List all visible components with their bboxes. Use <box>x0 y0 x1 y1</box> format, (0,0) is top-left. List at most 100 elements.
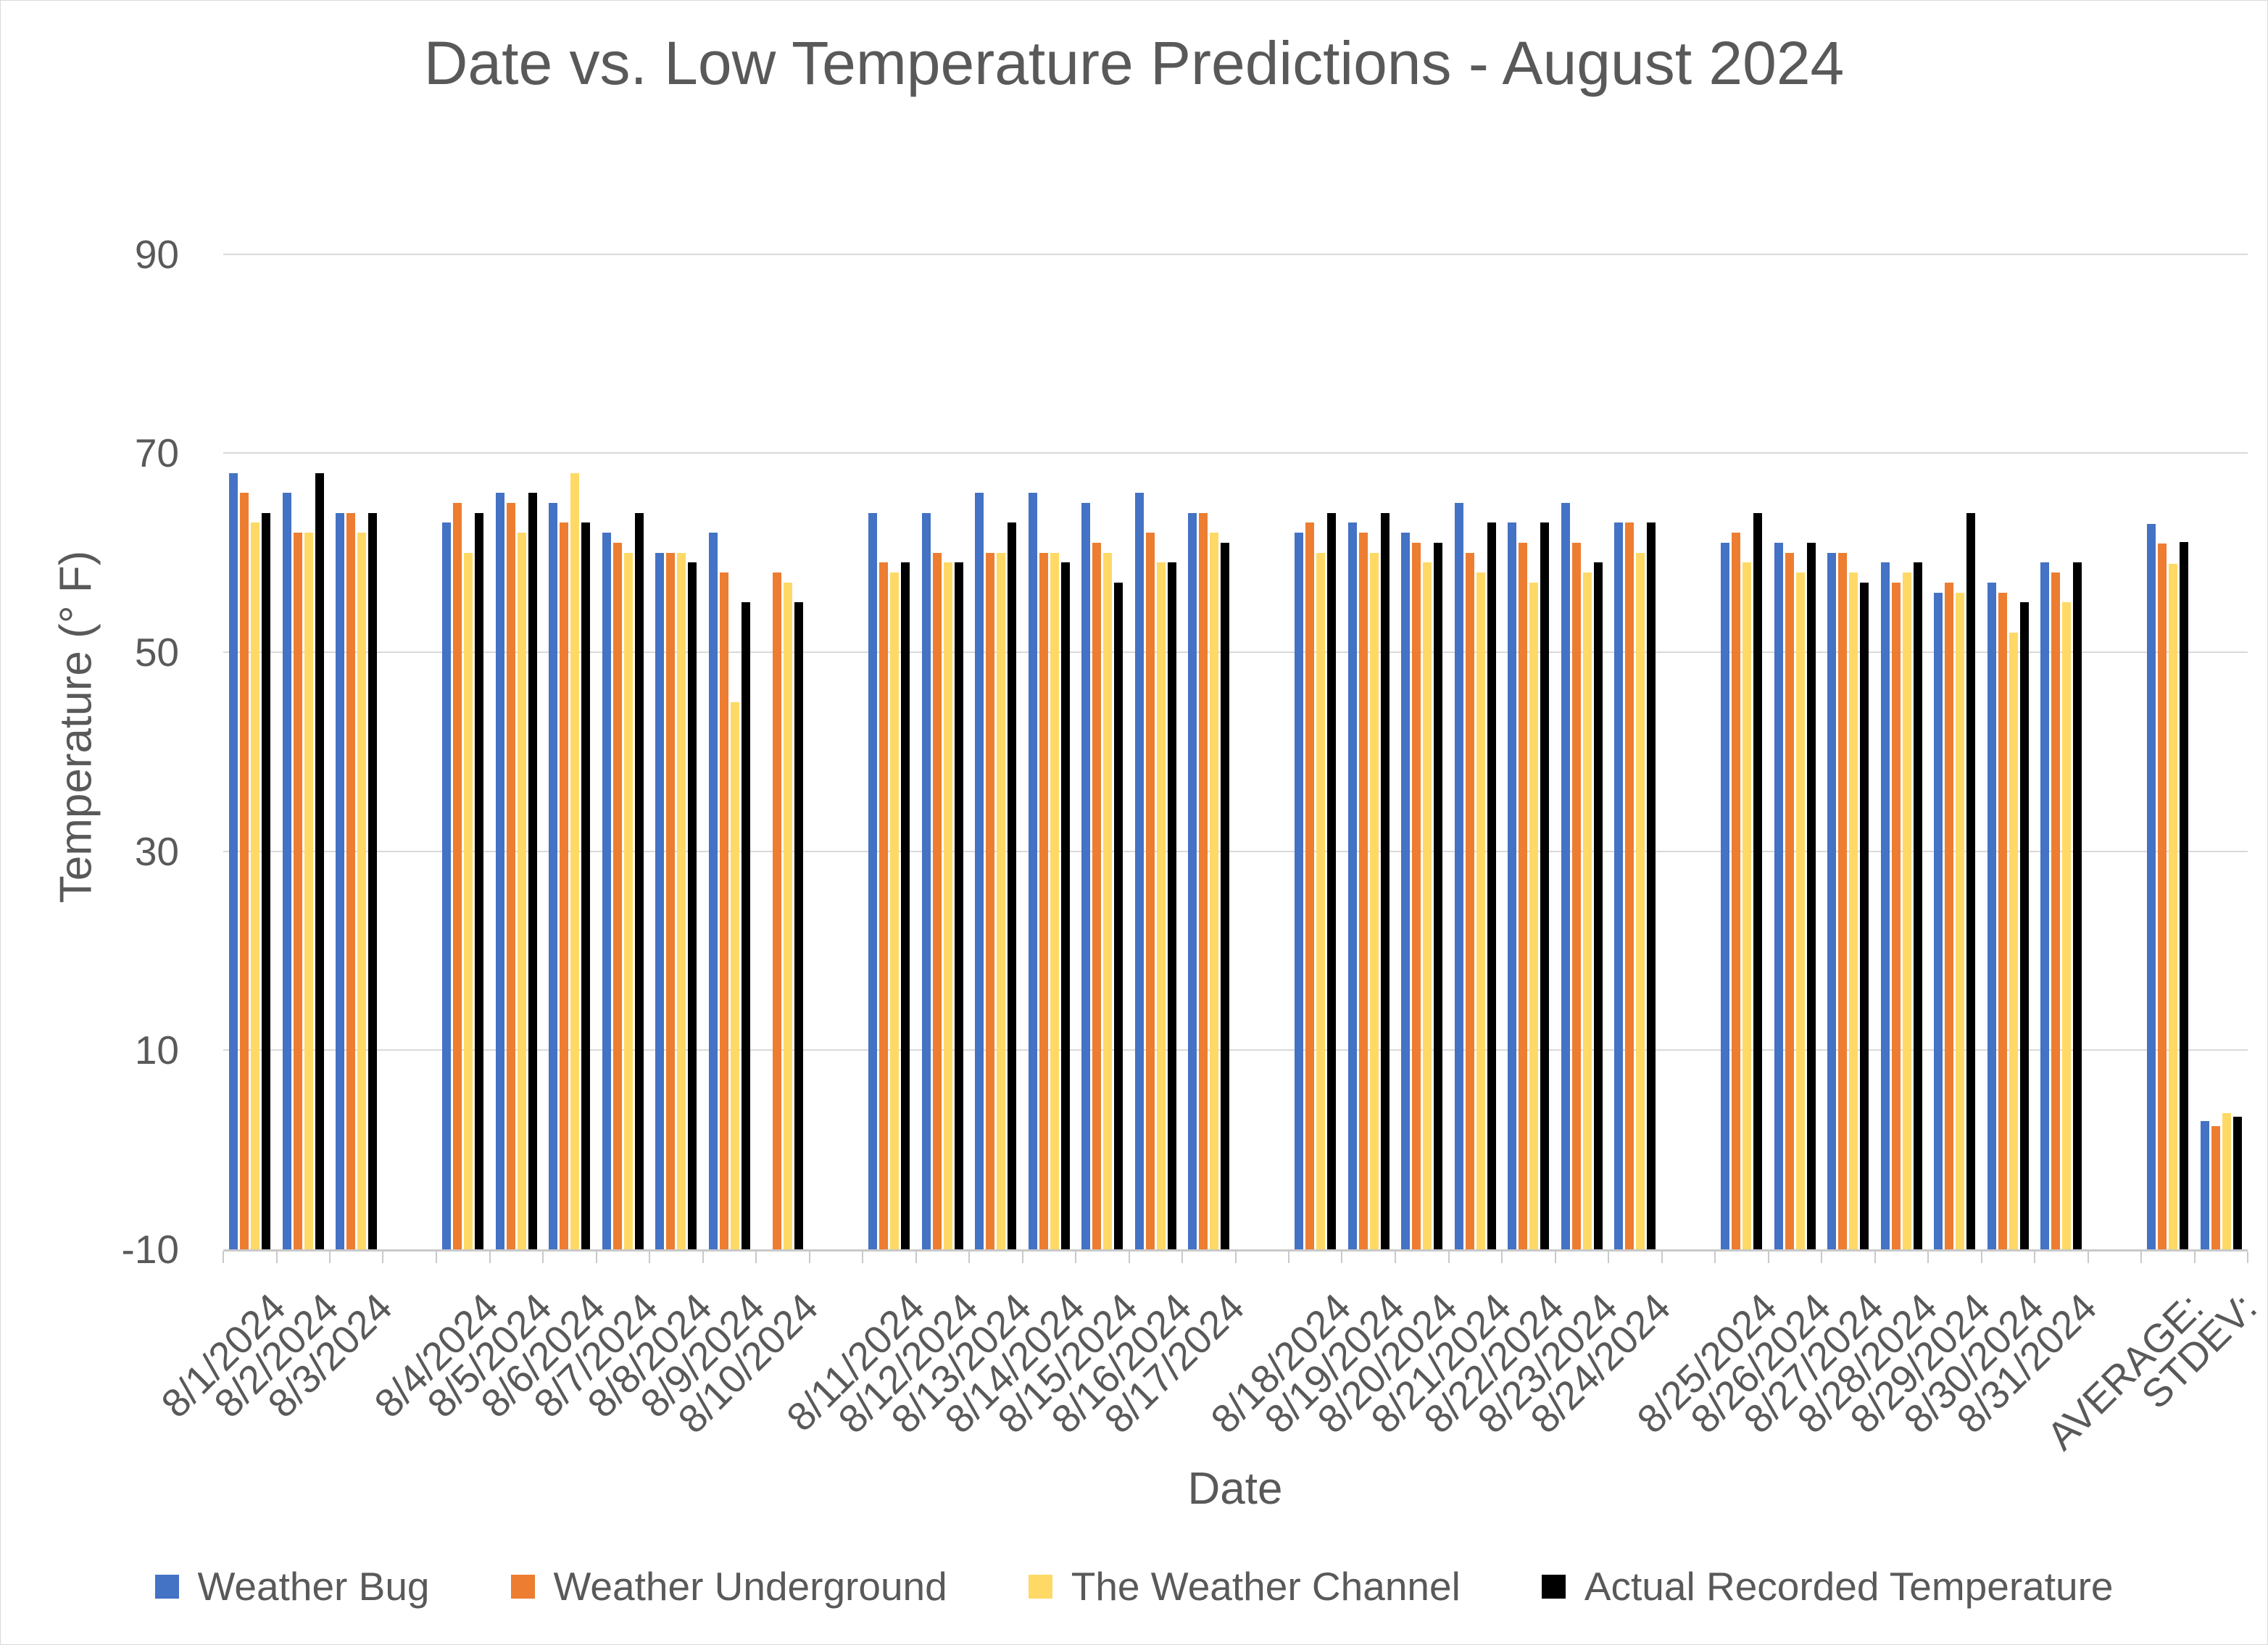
bar-group-8-2-2024 <box>277 204 331 1249</box>
bar-weather-underground <box>293 533 302 1249</box>
bar-weather-underground <box>2051 572 2061 1249</box>
spacer-column <box>810 204 863 1249</box>
bar-the-weather-channel <box>570 472 580 1249</box>
x-axis-tick <box>2193 1252 2196 1263</box>
bar-actual-recorded-temperature <box>794 602 804 1249</box>
spacer-column <box>1236 204 1289 1249</box>
bar-weather-bug <box>549 503 558 1249</box>
bar-group-8-24-2024 <box>1608 204 1662 1249</box>
bar-the-weather-channel <box>1902 572 1911 1249</box>
bar-the-weather-channel <box>730 701 739 1249</box>
bar-weather-underground <box>1998 592 2007 1249</box>
bar-group-8-14-2024 <box>1023 204 1076 1249</box>
bar-actual-recorded-temperature <box>1434 542 1443 1249</box>
bar-weather-bug <box>2040 562 2050 1249</box>
bar-weather-bug <box>1721 542 1730 1249</box>
x-axis-tick <box>1075 1252 1076 1263</box>
bar-actual-recorded-temperature <box>1060 562 1070 1249</box>
bar-the-weather-channel <box>2222 1112 2231 1249</box>
bar-the-weather-channel <box>357 533 367 1249</box>
bar-the-weather-channel <box>2169 563 2178 1249</box>
bar-weather-underground <box>1305 522 1315 1249</box>
bar-group-8-20-2024 <box>1395 204 1449 1249</box>
bar-the-weather-channel <box>1156 562 1166 1249</box>
bar-weather-bug <box>229 472 238 1249</box>
bar-actual-recorded-temperature <box>315 472 324 1249</box>
spacer-column <box>1662 204 1716 1249</box>
x-axis-tick <box>1821 1252 1822 1263</box>
spacer-column <box>2088 204 2142 1249</box>
x-axis-tick <box>1927 1252 1929 1263</box>
gridline-70 <box>223 452 2248 454</box>
bar-actual-recorded-temperature <box>1647 522 1656 1249</box>
x-axis-tick <box>915 1252 917 1263</box>
bar-actual-recorded-temperature <box>368 512 378 1249</box>
bar-weather-underground <box>1785 552 1794 1249</box>
x-axis-tick <box>1128 1252 1130 1263</box>
x-axis-tick <box>2034 1252 2035 1263</box>
x-axis-tick <box>1395 1252 1396 1263</box>
bar-weather-underground <box>2158 544 2167 1249</box>
x-axis-tick <box>1714 1252 1716 1263</box>
bar-group-8-6-2024 <box>543 204 597 1249</box>
bar-weather-underground <box>1732 533 1741 1249</box>
x-axis-tick <box>1341 1252 1343 1263</box>
bar-group-8-17-2024 <box>1182 204 1236 1249</box>
bar-weather-bug <box>1880 562 1890 1249</box>
bar-group-8-27-2024 <box>1822 204 1875 1249</box>
y-tick-label-90: 90 <box>134 231 179 277</box>
legend-label: The Weather Channel <box>1071 1564 1461 1609</box>
bar-weather-underground <box>1625 522 1634 1249</box>
bar-weather-bug <box>1028 493 1037 1249</box>
x-axis-tick <box>1608 1252 1609 1263</box>
bar-weather-bug <box>1454 503 1463 1249</box>
bar-weather-underground <box>612 542 622 1249</box>
bar-columns <box>223 204 2248 1249</box>
bar-the-weather-channel <box>677 552 686 1249</box>
x-axis-tick <box>1234 1252 1237 1263</box>
x-axis-tick <box>382 1252 384 1263</box>
bar-the-weather-channel <box>2062 602 2072 1249</box>
bar-actual-recorded-temperature <box>2180 541 2189 1249</box>
bar-weather-underground <box>666 552 676 1249</box>
bar-the-weather-channel <box>1529 582 1539 1249</box>
x-axis-tick <box>649 1252 650 1263</box>
bar-group-8-5-2024 <box>490 204 544 1249</box>
bar-group-8-11-2024 <box>863 204 916 1249</box>
bar-weather-underground <box>1945 582 1954 1249</box>
bar-actual-recorded-temperature <box>1913 562 1922 1249</box>
bar-weather-bug <box>1934 592 1943 1249</box>
bar-weather-bug <box>1987 582 1996 1249</box>
bar-weather-underground <box>1891 582 1901 1249</box>
bar-weather-bug <box>1508 522 1517 1249</box>
bar-actual-recorded-temperature <box>2019 602 2029 1249</box>
bar-group-8-8-2024 <box>649 204 703 1249</box>
bar-weather-bug <box>1081 503 1091 1249</box>
bar-weather-bug <box>975 493 984 1249</box>
bar-the-weather-channel <box>517 533 526 1249</box>
bar-actual-recorded-temperature <box>262 512 271 1249</box>
bar-weather-bug <box>1401 533 1411 1249</box>
bar-actual-recorded-temperature <box>1806 542 1816 1249</box>
gridline-10 <box>223 1049 2248 1051</box>
bar-group-8-30-2024 <box>1982 204 2035 1249</box>
bar-group-8-3-2024 <box>330 204 383 1249</box>
x-axis-tick <box>1554 1252 1556 1263</box>
bar-group-8-26-2024 <box>1769 204 1822 1249</box>
bar-group-8-21-2024 <box>1449 204 1503 1249</box>
bar-actual-recorded-temperature <box>1753 512 1763 1249</box>
bar-actual-recorded-temperature <box>1860 582 1869 1249</box>
bar-weather-underground <box>1199 512 1208 1249</box>
y-tick-label-30: 30 <box>134 828 179 874</box>
bar-actual-recorded-temperature <box>954 562 963 1249</box>
bar-the-weather-channel <box>1423 562 1432 1249</box>
x-axis-tick <box>595 1252 597 1263</box>
bar-group-AVERAGE <box>2141 204 2195 1249</box>
bar-actual-recorded-temperature <box>1487 522 1496 1249</box>
bar-actual-recorded-temperature <box>1008 522 1017 1249</box>
bar-weather-bug <box>1561 503 1570 1249</box>
x-axis-tick <box>275 1252 278 1263</box>
bar-actual-recorded-temperature <box>901 562 910 1249</box>
bar-the-weather-channel <box>1956 592 1965 1249</box>
bar-the-weather-channel <box>1849 572 1858 1249</box>
